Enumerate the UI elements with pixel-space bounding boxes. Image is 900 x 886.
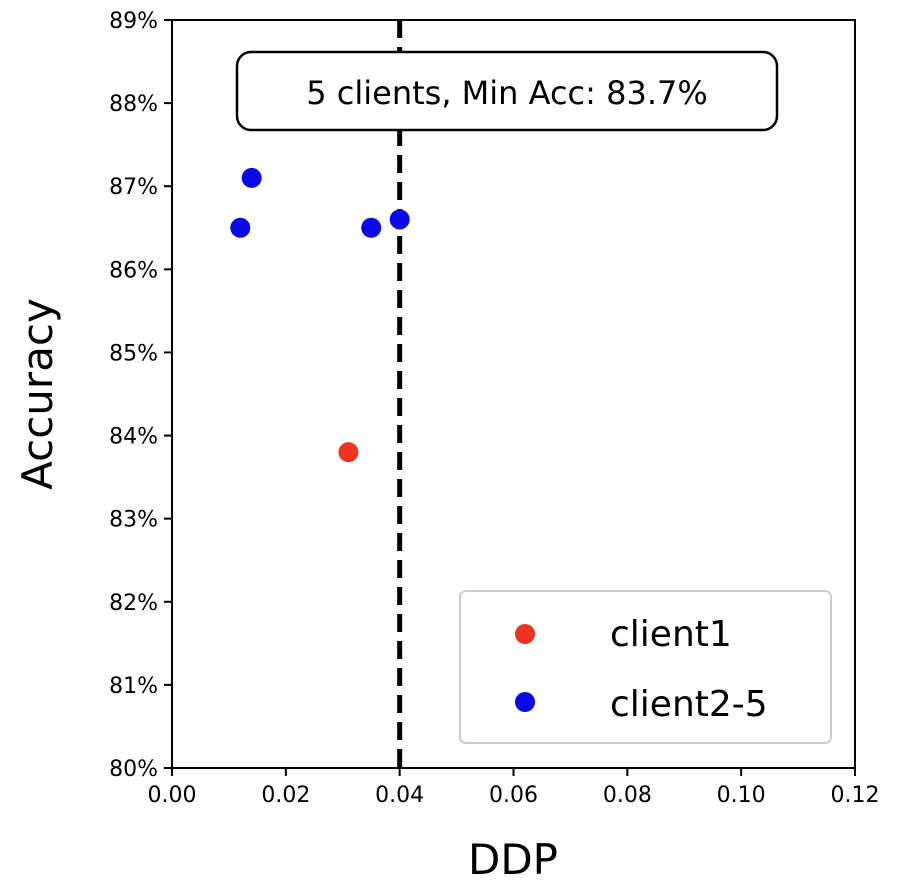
y-tick-label: 81% — [109, 674, 158, 699]
legend: client1 client2-5 — [459, 590, 832, 744]
y-axis-title: Accuracy — [13, 298, 62, 490]
y-tick-label: 83% — [109, 508, 158, 533]
data-point-client2-5 — [230, 217, 251, 238]
y-tick-label: 80% — [109, 757, 158, 782]
data-point-client2-5 — [241, 167, 262, 188]
x-tick-label: 0.00 — [148, 783, 197, 808]
data-point-client2-5 — [389, 209, 410, 230]
y-tick-label: 88% — [109, 92, 158, 117]
x-tick-label: 0.12 — [831, 783, 880, 808]
axis-ticks: 0.00 0.02 0.04 0.06 0.08 0.10 0.12 80% 81% 82% 83%… — [109, 9, 879, 808]
x-tick-label: 0.10 — [717, 783, 766, 808]
legend-frame — [459, 590, 832, 744]
x-tick-label: 0.04 — [375, 783, 424, 808]
data-point-client1 — [338, 442, 359, 463]
x-tick-label: 0.08 — [603, 783, 652, 808]
y-tick-label: 89% — [109, 9, 158, 34]
plot-frame — [171, 19, 856, 769]
legend-label-client2-5: client2-5 — [610, 684, 768, 725]
legend-marker-client2-5 — [515, 692, 535, 712]
y-tick-label: 87% — [109, 175, 158, 200]
y-tick-label: 84% — [109, 425, 158, 450]
legend-label-client1: client1 — [610, 614, 732, 655]
legend-marker-client1 — [515, 624, 535, 644]
x-tick-label: 0.06 — [489, 783, 538, 808]
y-tick-label: 82% — [109, 591, 158, 616]
x-tick-label: 0.02 — [261, 783, 310, 808]
y-tick-label: 85% — [109, 341, 158, 366]
data-point-client2-5 — [361, 217, 382, 238]
annotation-box: 5 clients, Min Acc: 83.7% — [235, 50, 779, 132]
x-axis-title: DDP — [468, 835, 558, 884]
annotation-text: 5 clients, Min Acc: 83.7% — [306, 74, 708, 112]
y-tick-label: 86% — [109, 258, 158, 283]
data-points — [230, 167, 410, 463]
